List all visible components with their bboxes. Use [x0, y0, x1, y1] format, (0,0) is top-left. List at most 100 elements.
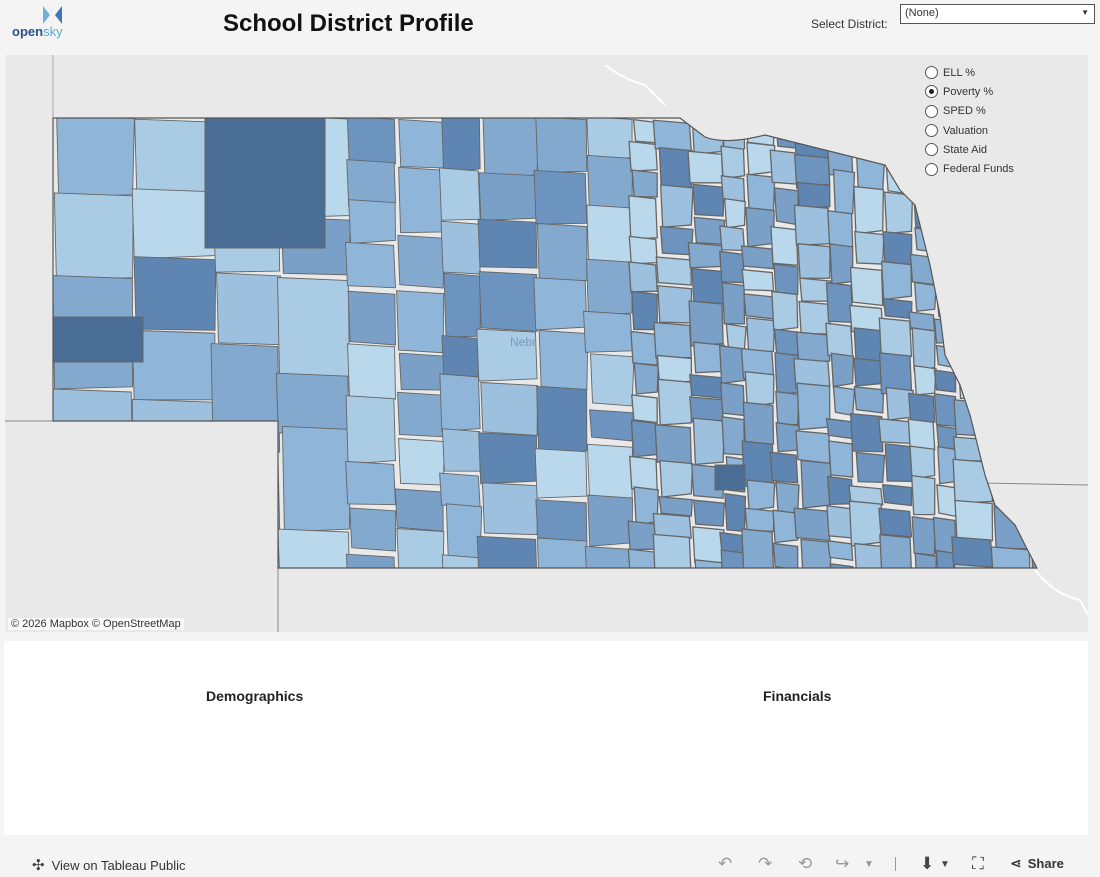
school-district-region[interactable]	[825, 417, 854, 440]
school-district-region[interactable]	[744, 507, 775, 533]
school-district-region[interactable]	[848, 500, 884, 547]
school-district-region[interactable]	[654, 423, 692, 465]
school-district-region[interactable]	[443, 272, 481, 338]
school-district-region[interactable]	[347, 290, 396, 346]
school-district-region[interactable]	[692, 526, 725, 564]
school-district-region[interactable]	[878, 507, 913, 538]
school-district-region[interactable]	[396, 290, 445, 354]
school-district-region[interactable]	[745, 316, 776, 354]
school-district-region[interactable]	[131, 329, 216, 401]
metric-option[interactable]: ELL %	[925, 63, 1014, 82]
school-district-region[interactable]	[275, 372, 350, 434]
school-district-region[interactable]	[854, 230, 885, 265]
school-district-region[interactable]	[775, 390, 800, 426]
school-district-region[interactable]	[743, 293, 775, 320]
school-district-region[interactable]	[825, 322, 854, 358]
school-district-region[interactable]	[216, 272, 281, 346]
metric-option[interactable]: State Aid	[925, 140, 1014, 159]
school-district-region[interactable]	[853, 386, 885, 414]
school-district-region[interactable]	[628, 195, 658, 240]
school-district-region[interactable]	[746, 479, 776, 512]
metric-option[interactable]: Federal Funds	[925, 159, 1014, 178]
school-district-region[interactable]	[586, 116, 633, 160]
school-district-region[interactable]	[533, 277, 588, 331]
school-district-region[interactable]	[800, 538, 833, 578]
school-district-region[interactable]	[441, 114, 481, 174]
school-district-region[interactable]	[855, 451, 886, 483]
district-layer[interactable]	[50, 114, 1054, 632]
revert-icon[interactable]: ⟲	[798, 854, 813, 873]
school-district-region[interactable]	[481, 482, 539, 536]
school-district-region[interactable]	[720, 145, 746, 180]
school-district-region[interactable]	[692, 183, 725, 217]
school-district-region[interactable]	[586, 443, 633, 500]
school-district-region[interactable]	[587, 494, 634, 547]
school-district-region[interactable]	[714, 464, 746, 491]
school-district-region[interactable]	[879, 534, 913, 576]
download-chevron-icon[interactable]: ▼	[940, 859, 950, 870]
school-district-region[interactable]	[694, 559, 726, 604]
school-district-region[interactable]	[398, 352, 446, 391]
school-district-region[interactable]	[633, 362, 660, 395]
school-district-region[interactable]	[394, 488, 444, 532]
school-district-region[interactable]	[853, 357, 885, 387]
school-district-region[interactable]	[740, 245, 775, 270]
school-district-region[interactable]	[849, 266, 884, 307]
school-district-region[interactable]	[659, 225, 694, 256]
school-district-region[interactable]	[134, 118, 217, 193]
school-district-region[interactable]	[691, 267, 725, 305]
school-district-region[interactable]	[744, 370, 775, 408]
school-district-region[interactable]	[657, 284, 693, 324]
school-district-region[interactable]	[724, 492, 747, 533]
school-district-region[interactable]	[441, 554, 481, 604]
school-district-region[interactable]	[935, 549, 958, 584]
school-district-region[interactable]	[795, 430, 831, 465]
school-district-region[interactable]	[769, 149, 799, 185]
redo-icon[interactable]: ↷	[758, 854, 773, 873]
school-district-region[interactable]	[536, 537, 588, 599]
school-district-region[interactable]	[721, 281, 746, 325]
school-district-region[interactable]	[832, 168, 856, 219]
school-district-region[interactable]	[478, 172, 538, 221]
school-district-region[interactable]	[907, 392, 936, 423]
school-district-region[interactable]	[827, 210, 854, 250]
school-district-region[interactable]	[687, 150, 724, 184]
school-district-region[interactable]	[688, 300, 724, 347]
school-district-region[interactable]	[652, 119, 692, 152]
school-district-region[interactable]	[477, 218, 538, 269]
school-district-region[interactable]	[719, 225, 746, 252]
school-district-region[interactable]	[832, 385, 856, 417]
school-district-region[interactable]	[849, 412, 884, 453]
school-district-region[interactable]	[848, 485, 884, 506]
radio-button-icon[interactable]	[925, 143, 938, 157]
undo-icon[interactable]: ↶	[718, 854, 733, 873]
school-district-region[interactable]	[907, 418, 936, 454]
school-district-region[interactable]	[533, 169, 588, 225]
school-district-region[interactable]	[911, 327, 936, 372]
school-district-region[interactable]	[741, 528, 775, 574]
school-district-region[interactable]	[720, 549, 746, 599]
school-district-region[interactable]	[829, 562, 854, 599]
school-district-region[interactable]	[133, 256, 217, 331]
school-district-region[interactable]	[589, 409, 634, 442]
school-district-region[interactable]	[770, 226, 799, 267]
school-district-region[interactable]	[583, 310, 633, 353]
school-district-region[interactable]	[277, 528, 350, 582]
school-district-region[interactable]	[439, 373, 481, 432]
district-select[interactable]: (None) ▼	[900, 4, 1095, 24]
school-district-region[interactable]	[769, 451, 799, 484]
school-district-region[interactable]	[800, 459, 833, 509]
school-district-region[interactable]	[398, 166, 446, 234]
school-district-region[interactable]	[878, 417, 913, 445]
school-district-region[interactable]	[397, 391, 445, 438]
view-on-tableau-link[interactable]: ✣ View on Tableau Public	[32, 856, 186, 874]
chevron-down-icon[interactable]: ▼	[864, 859, 874, 870]
school-district-region[interactable]	[933, 392, 957, 428]
radio-button-icon[interactable]	[925, 124, 938, 138]
school-district-region[interactable]	[913, 365, 937, 396]
school-district-region[interactable]	[345, 553, 396, 598]
school-district-region[interactable]	[397, 234, 445, 289]
school-district-region[interactable]	[793, 507, 831, 542]
school-district-region[interactable]	[746, 173, 776, 212]
school-district-region[interactable]	[53, 316, 144, 363]
